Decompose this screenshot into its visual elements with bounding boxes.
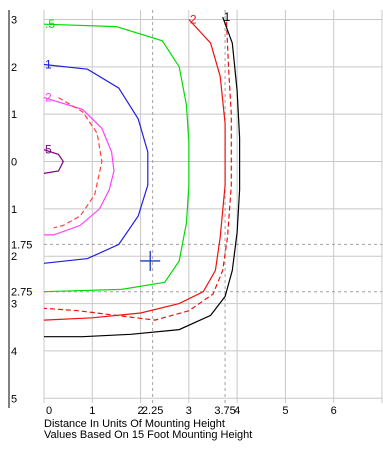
- contour-label-3: 1: [45, 57, 52, 71]
- contour-line-5: [43, 19, 226, 321]
- contour-line-6: [43, 21, 232, 321]
- y-tick-label: 4: [11, 346, 17, 358]
- contour-line-1: [43, 97, 115, 236]
- mounting-height-note: Values Based On 15 Foot Mounting Height: [44, 429, 253, 441]
- x-tick-label: 6: [331, 405, 337, 417]
- crosshair-marker: [140, 250, 161, 271]
- x-tick-label: 2.25: [142, 405, 163, 417]
- contour-line-2: [53, 97, 103, 229]
- contour-label-5: 2: [190, 12, 197, 26]
- contour-labels: 5 2 1 .5 2 1: [45, 10, 231, 157]
- y-tick-label: 3: [11, 299, 17, 311]
- reference-lines: [44, 10, 382, 403]
- contour-line-7: [44, 16, 241, 338]
- contour-label-7: 1: [224, 10, 231, 24]
- x-axis-label: Distance In Units Of Mounting Height: [44, 418, 225, 430]
- x-tick-label: 5: [282, 405, 288, 417]
- contour-line-4: [43, 23, 190, 293]
- contour-label-0: 5: [45, 143, 52, 157]
- y-tick-label: 2.75: [11, 287, 32, 299]
- x-tick-labels: 0 1 22.25 3 3.754 5 6: [46, 405, 337, 417]
- y-tick-label: 1: [11, 109, 17, 121]
- y-tick-label: 1: [11, 204, 17, 216]
- x-tick-label: 0: [46, 405, 52, 417]
- contour-lines: [43, 16, 241, 338]
- y-tick-label: 2: [11, 251, 17, 263]
- contour-label-4: .5: [45, 17, 55, 31]
- y-tick-label: 3: [11, 14, 17, 26]
- contour-line-3: [43, 63, 149, 264]
- y-tick-label: 0: [11, 157, 17, 169]
- y-tick-label: 1.75: [11, 239, 32, 251]
- x-tick-label: 1: [89, 405, 95, 417]
- contour-line-0: [43, 149, 64, 174]
- x-tick-label: 2: [138, 405, 144, 417]
- grid-lines: [8, 10, 383, 408]
- x-tick-label: 4: [234, 405, 240, 417]
- x-tick-label: 3: [186, 405, 192, 417]
- contour-label-1: 2: [45, 91, 52, 105]
- x-tick-label: 3.75: [214, 405, 235, 417]
- y-tick-label: 5: [11, 393, 17, 405]
- y-tick-label: 2: [11, 62, 17, 74]
